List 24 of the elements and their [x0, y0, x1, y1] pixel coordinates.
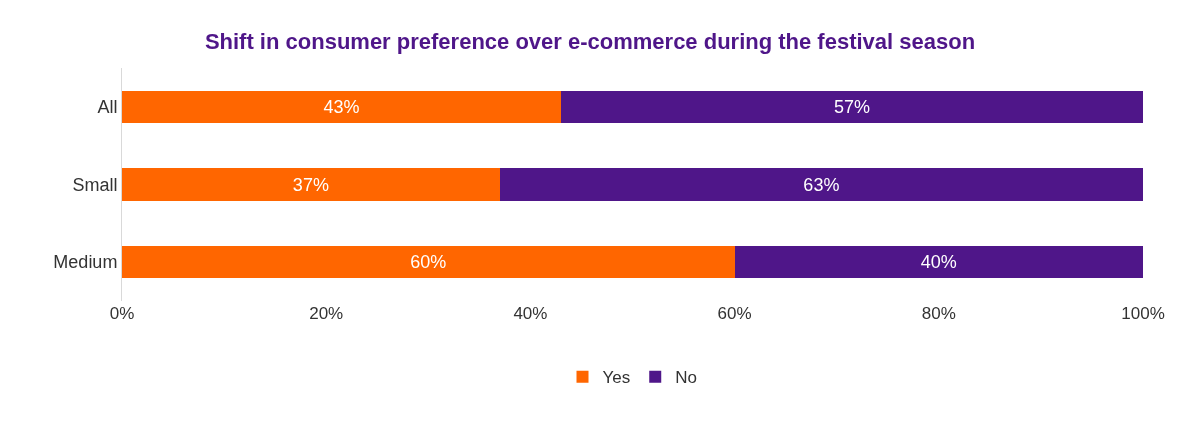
- data-label: 60%: [410, 252, 447, 273]
- bar: [122, 245, 735, 279]
- y-tick-label: Small: [72, 174, 118, 195]
- bar: [499, 168, 1143, 201]
- x-tick-label: 20%: [309, 304, 344, 323]
- x-tick-label: 60%: [717, 304, 752, 323]
- x-tick-label: 0%: [109, 304, 135, 323]
- chart-title: Shift in consumer preference over e-commerce during the festival season: [204, 29, 976, 55]
- x-tick-label: 40%: [513, 304, 548, 323]
- bar: [561, 90, 1143, 124]
- bar: [734, 245, 1143, 279]
- x-tick-label: 80%: [921, 304, 956, 323]
- data-label: 57%: [834, 96, 871, 117]
- data-label: 40%: [920, 252, 957, 273]
- legend-label: No: [675, 368, 697, 388]
- bar: [122, 90, 562, 124]
- x-tick-label: 100%: [1121, 304, 1165, 323]
- legend-label: Yes: [602, 368, 631, 388]
- bar: [122, 168, 500, 201]
- data-label: 43%: [323, 96, 360, 117]
- data-label: 63%: [803, 174, 840, 195]
- y-tick-label: Medium: [53, 252, 118, 273]
- y-tick-label: All: [97, 97, 118, 118]
- data-label: 37%: [292, 174, 329, 195]
